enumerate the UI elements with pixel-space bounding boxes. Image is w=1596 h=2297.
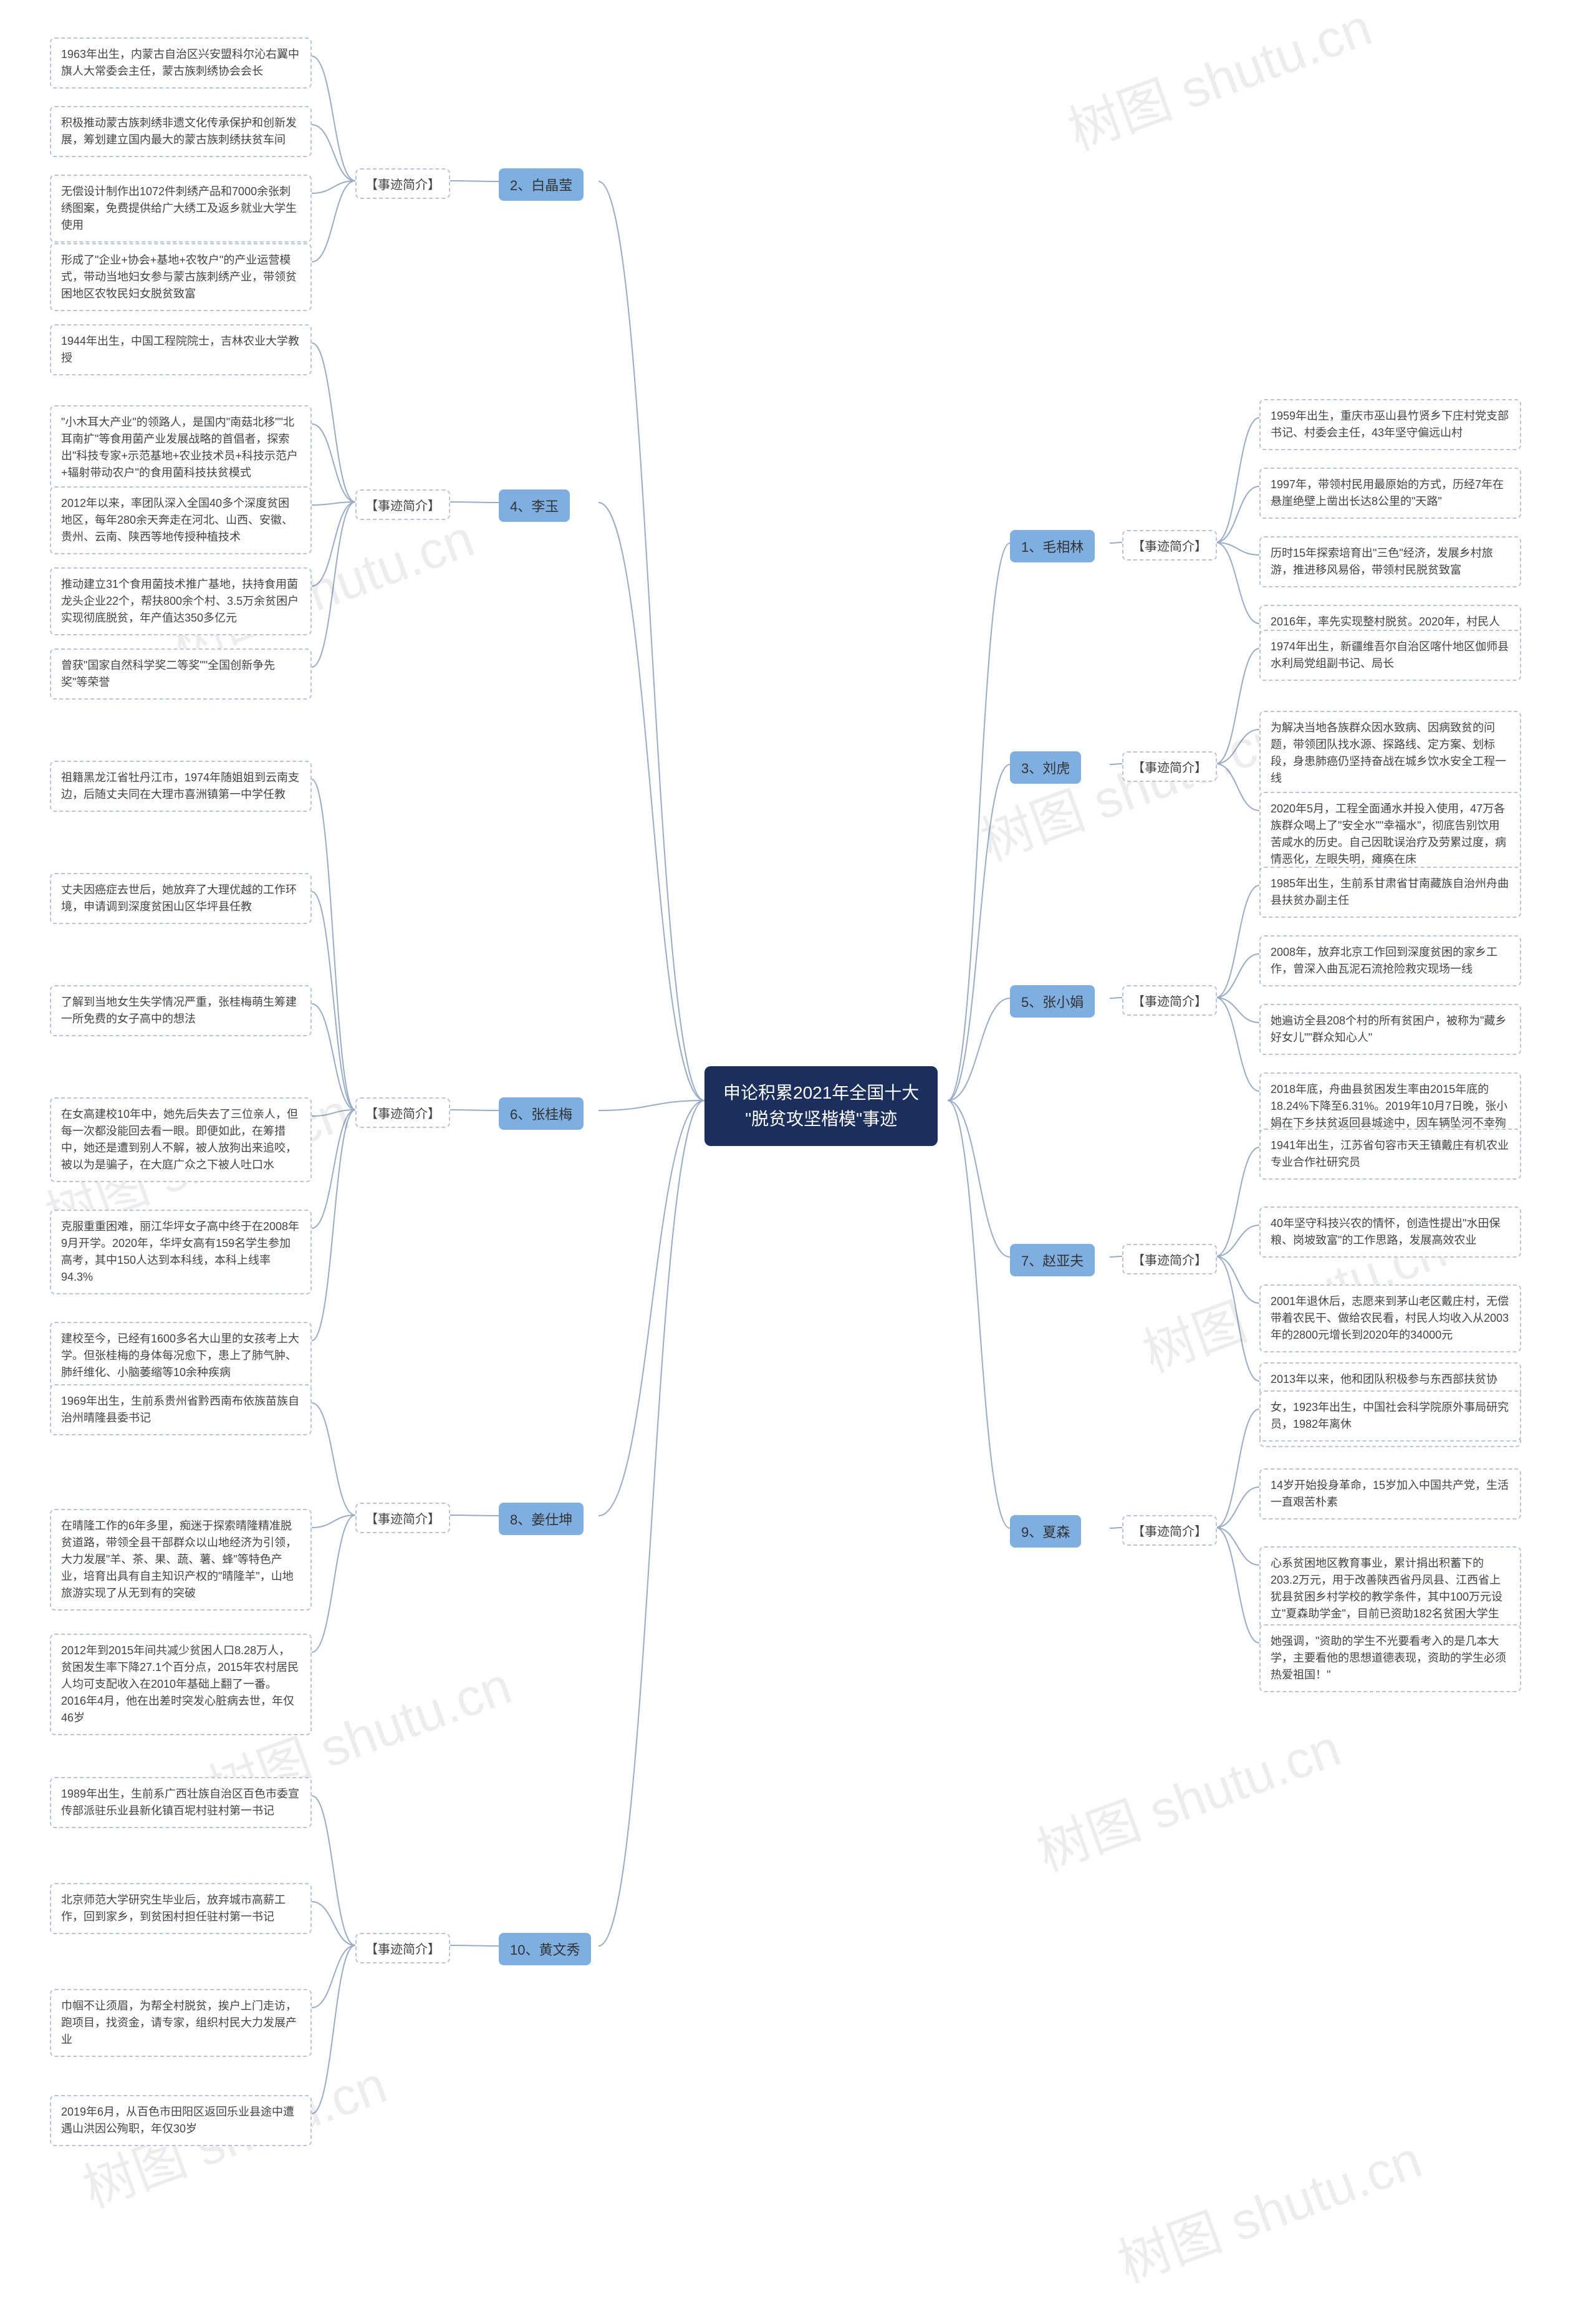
detail-node: 14岁开始投身革命，15岁加入中国共产党，生活一直艰苦朴素: [1259, 1468, 1521, 1519]
detail-node: 1997年，带领村民用最原始的方式，历经7年在悬崖绝壁上凿出长达8公里的"天路": [1259, 468, 1521, 519]
detail-node: 克服重重困难，丽江华坪女子高中终于在2008年9月开学。2020年，华坪女高有1…: [50, 1210, 312, 1294]
detail-node: 2001年退休后，志愿来到茅山老区戴庄村，无偿带着农民干、做给农民看，村民人均收…: [1259, 1284, 1521, 1352]
detail-node: 1989年出生，生前系广西壮族自治区百色市委宣传部派驻乐业县新化镇百坭村驻村第一…: [50, 1777, 312, 1828]
detail-node: 她遍访全县208个村的所有贫困户，被称为"藏乡好女儿""群众知心人": [1259, 1004, 1521, 1055]
intro-node: 【事迹简介】: [1122, 1244, 1217, 1274]
detail-node: 丈夫因癌症去世后，她放弃了大理优越的工作环境，申请调到深度贫困山区华坪县任教: [50, 873, 312, 924]
detail-node: 1963年出生，内蒙古自治区兴安盟科尔沁右翼中旗人大常委会主任，蒙古族刺绣协会会…: [50, 37, 312, 89]
detail-node: "小木耳大产业"的领路人，是国内"南菇北移""北耳南扩"等食用菌产业发展战略的首…: [50, 405, 312, 490]
person-node: 5、张小娟: [1010, 985, 1095, 1018]
intro-node: 【事迹简介】: [1122, 985, 1217, 1016]
watermark: 树图 shutu.cn: [969, 696, 1294, 876]
intro-node: 【事迹简介】: [1122, 751, 1217, 782]
person-node: 3、刘虎: [1010, 751, 1081, 784]
detail-node: 1985年出生，生前系甘肃省甘南藏族自治州舟曲县扶贫办副主任: [1259, 867, 1521, 918]
detail-node: 2012年到2015年间共减少贫困人口8.28万人，贫困发生率下降27.1个百分…: [50, 1634, 312, 1735]
watermark: 树图 shutu.cn: [1057, 0, 1381, 165]
detail-node: 2019年6月，从百色市田阳区返回乐业县途中遭遇山洪因公殉职，年仅30岁: [50, 2095, 312, 2146]
detail-node: 在晴隆工作的6年多里，痴迷于探索晴隆精准脱贫道路，带领全县干部群众以山地经济为引…: [50, 1509, 312, 1611]
detail-node: 建校至今，已经有1600多名大山里的女孩考上大学。但张桂梅的身体每况愈下，患上了…: [50, 1322, 312, 1390]
detail-node: 巾帼不让须眉，为帮全村脱贫，挨户上门走访，跑项目，找资金，请专家，组织村民大力发…: [50, 1989, 312, 2057]
intro-node: 【事迹简介】: [355, 1503, 450, 1533]
person-node: 6、张桂梅: [499, 1097, 584, 1130]
intro-node: 【事迹简介】: [355, 1097, 450, 1128]
person-node: 9、夏森: [1010, 1515, 1081, 1548]
detail-node: 2012年以来，率团队深入全国40多个深度贫困地区，每年280余天奔走在河北、山…: [50, 486, 312, 554]
watermark: 树图 shutu.cn: [1107, 2118, 1431, 2297]
person-node: 1、毛相林: [1010, 530, 1095, 562]
detail-node: 在女高建校10年中，她先后失去了三位亲人，但每一次都没能回去看一眼。即便如此，在…: [50, 1097, 312, 1182]
detail-node: 1969年出生，生前系贵州省黔西南布依族苗族自治州晴隆县委书记: [50, 1384, 312, 1435]
intro-node: 【事迹简介】: [355, 168, 450, 199]
detail-node: 北京师范大学研究生毕业后，放弃城市高薪工作，回到家乡，到贫困村担任驻村第一书记: [50, 1883, 312, 1934]
detail-node: 女，1923年出生，中国社会科学院原外事局研究员，1982年离休: [1259, 1390, 1521, 1442]
detail-node: 曾获"国家自然科学奖二等奖""全国创新争先奖"等荣誉: [50, 648, 312, 700]
detail-node: 1959年出生，重庆市巫山县竹贤乡下庄村党支部书记、村委会主任，43年坚守偏远山…: [1259, 399, 1521, 450]
person-node: 10、黄文秀: [499, 1933, 591, 1965]
detail-node: 祖籍黑龙江省牡丹江市，1974年随姐姐到云南支边，后随丈夫同在大理市喜洲镇第一中…: [50, 761, 312, 812]
person-node: 8、姜仕坤: [499, 1503, 584, 1535]
detail-node: 2020年5月，工程全面通水并投入使用，47万各族群众喝上了"安全水""幸福水"…: [1259, 792, 1521, 877]
detail-node: 无偿设计制作出1072件刺绣产品和7000余张刺绣图案，免费提供给广大绣工及返乡…: [50, 175, 312, 243]
detail-node: 推动建立31个食用菌技术推广基地，扶持食用菌龙头企业22个，帮扶800余个村、3…: [50, 567, 312, 635]
detail-node: 形成了"企业+协会+基地+农牧户"的产业运营模式，带动当地妇女参与蒙古族刺绣产业…: [50, 243, 312, 311]
detail-node: 40年坚守科技兴农的情怀，创造性提出"水田保粮、岗坡致富"的工作思路，发展高效农…: [1259, 1206, 1521, 1258]
detail-node: 了解到当地女生失学情况严重，张桂梅萌生筹建一所免费的女子高中的想法: [50, 985, 312, 1036]
intro-node: 【事迹简介】: [355, 489, 450, 520]
person-node: 2、白晶莹: [499, 168, 584, 201]
detail-node: 积极推动蒙古族刺绣非遗文化传承保护和创新发展，筹划建立国内最大的蒙古族刺绣扶贫车…: [50, 106, 312, 157]
detail-node: 为解决当地各族群众因水致病、因病致贫的问题，带领团队找水源、探路线、定方案、划标…: [1259, 711, 1521, 796]
detail-node: 2008年，放弃北京工作回到深度贫困的家乡工作，曾深入曲瓦泥石流抢险救灾现场一线: [1259, 935, 1521, 986]
intro-node: 【事迹简介】: [355, 1933, 450, 1963]
intro-node: 【事迹简介】: [1122, 1515, 1217, 1546]
detail-node: 她强调，"资助的学生不光要看考入的是几本大学，主要看他的思想道德表现，资助的学生…: [1259, 1624, 1521, 1692]
detail-node: 1974年出生，新疆维吾尔自治区喀什地区伽师县水利局党组副书记、局长: [1259, 630, 1521, 681]
root-node: 申论积累2021年全国十大 "脱贫攻坚楷模"事迹: [704, 1066, 938, 1146]
detail-node: 历时15年探索培育出"三色"经济，发展乡村旅游，推进移风易俗，带领村民脱贫致富: [1259, 536, 1521, 587]
intro-node: 【事迹简介】: [1122, 530, 1217, 561]
watermark: 树图 shutu.cn: [1026, 1707, 1350, 1886]
detail-node: 1941年出生，江苏省句容市天王镇戴庄有机农业专业合作社研究员: [1259, 1129, 1521, 1180]
person-node: 7、赵亚夫: [1010, 1244, 1095, 1276]
detail-node: 1944年出生，中国工程院院士，吉林农业大学教授: [50, 324, 312, 375]
person-node: 4、李玉: [499, 489, 570, 522]
